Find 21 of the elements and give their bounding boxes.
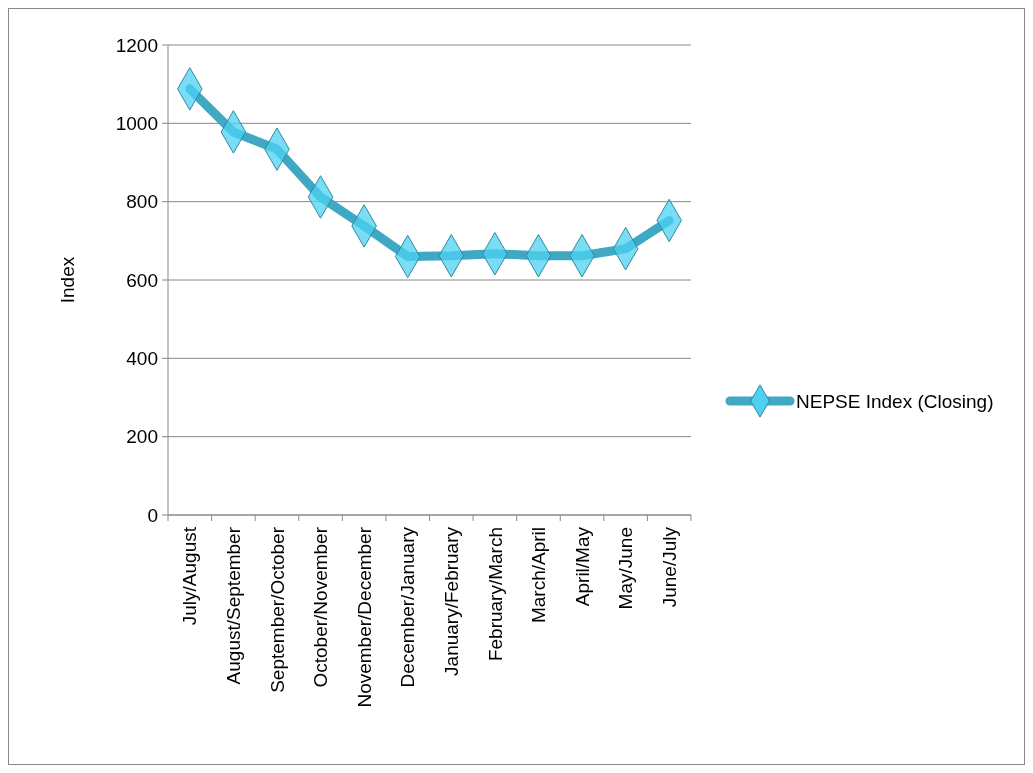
x-tick-label: July/August (179, 526, 201, 626)
x-tick-label: September/October (266, 526, 288, 693)
x-tick-label: December/January (397, 526, 419, 688)
y-tick-label: 800 (126, 191, 158, 213)
x-tick-label: August/September (223, 526, 245, 685)
y-tick-label: 400 (126, 347, 158, 369)
y-tick-label: 1000 (115, 112, 158, 134)
x-tick-label: June/July (658, 526, 680, 608)
y-axis-title: Index (57, 256, 78, 304)
x-tick-label: November/December (353, 526, 375, 708)
x-tick-label: April/May (571, 526, 593, 607)
x-tick-label: March/April (528, 527, 550, 624)
x-tick-label: October/November (310, 526, 332, 688)
x-tick-label: February/March (484, 527, 506, 662)
y-tick-label: 200 (126, 426, 158, 448)
y-tick-label: 1200 (115, 34, 158, 56)
x-tick-label: May/June (615, 527, 637, 610)
legend-label: NEPSE Index (Closing) (796, 390, 994, 412)
y-tick-label: 0 (147, 504, 158, 526)
y-tick-label: 600 (126, 269, 158, 291)
x-tick-label: January/February (440, 526, 462, 676)
